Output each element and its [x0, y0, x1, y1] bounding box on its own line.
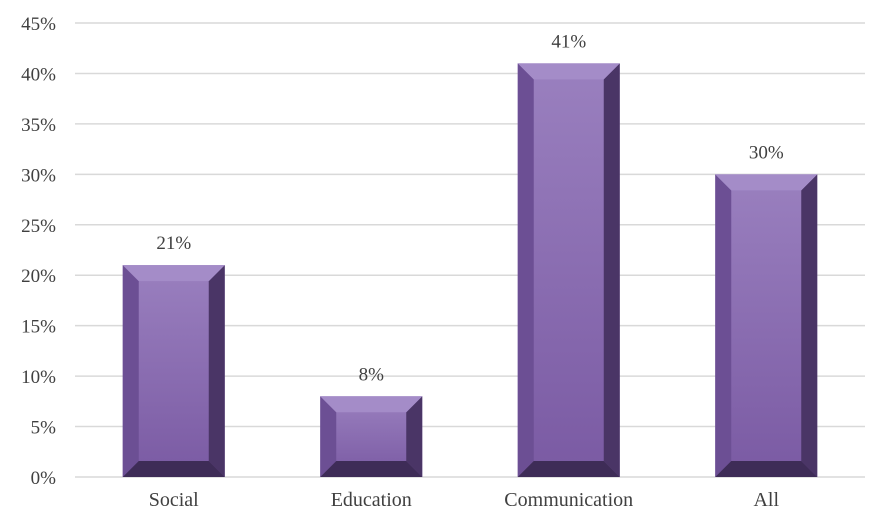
bar-bevel-top [320, 396, 423, 413]
bar-bevel-left [715, 174, 732, 478]
x-tick-label: Education [331, 489, 412, 511]
bar-face [122, 265, 225, 477]
y-tick-label: 40% [21, 64, 56, 85]
x-tick-label: All [753, 489, 779, 511]
y-axis: 0% 5% 10% 15% 20% 25% 30% 35% 40% 45% [21, 14, 56, 489]
y-tick-label: 5% [31, 418, 57, 439]
data-label: 41% [551, 31, 586, 52]
data-label: 30% [749, 142, 784, 163]
bar-bevel-right [208, 265, 225, 477]
x-axis: Social Education Communication All [149, 489, 780, 511]
bar-bevel-bottom [122, 461, 225, 477]
bar-face [715, 174, 818, 478]
bar-bevel-right [801, 174, 818, 478]
bar: 8% [320, 364, 423, 477]
y-tick-label: 35% [21, 115, 56, 136]
bar-bevel-left [517, 63, 534, 477]
y-tick-label: 0% [31, 468, 57, 489]
bar-bevel-bottom [320, 461, 423, 477]
bar-bevel-right [406, 396, 423, 477]
bar-bevel-left [122, 265, 139, 477]
x-tick-label: Communication [504, 489, 633, 511]
y-tick-label: 15% [21, 317, 56, 338]
bar-face [517, 63, 620, 477]
bar-bevel-top [517, 63, 620, 80]
bar-bevel-right [603, 63, 620, 477]
bars: 21% 8% 41% 30% [122, 31, 818, 478]
y-tick-label: 30% [21, 165, 56, 186]
data-label: 21% [156, 233, 191, 254]
y-tick-label: 10% [21, 367, 56, 388]
bar-bevel-bottom [517, 461, 620, 477]
bar: 30% [715, 142, 818, 478]
bar-bevel-left [320, 396, 337, 477]
bar-bevel-top [122, 265, 225, 282]
y-tick-label: 45% [21, 14, 56, 35]
bar-bevel-bottom [715, 461, 818, 477]
y-tick-label: 25% [21, 216, 56, 237]
y-tick-label: 20% [21, 266, 56, 287]
data-label: 8% [359, 364, 385, 385]
bar-bevel-top [715, 174, 818, 191]
x-tick-label: Social [149, 489, 199, 511]
bar: 41% [517, 31, 620, 477]
bar: 21% [122, 233, 225, 477]
